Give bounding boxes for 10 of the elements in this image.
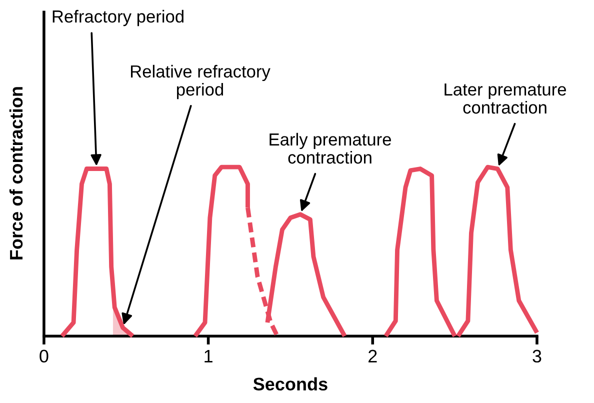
- annotation: Later premature contraction: [444, 84, 566, 114]
- x-axis-title: Seconds: [253, 377, 328, 390]
- x-tick-label: 2: [368, 350, 377, 362]
- annotation: Relative refractory period: [130, 64, 270, 100]
- y-axis-title: Force of contraction: [9, 87, 23, 260]
- annotation: Early premature contraction: [270, 132, 391, 164]
- x-tick-label: 3: [532, 350, 542, 363]
- x-tick-label: 1: [204, 350, 212, 362]
- annotation: Refractory period: [52, 10, 184, 26]
- x-tick-label: 0: [40, 350, 48, 363]
